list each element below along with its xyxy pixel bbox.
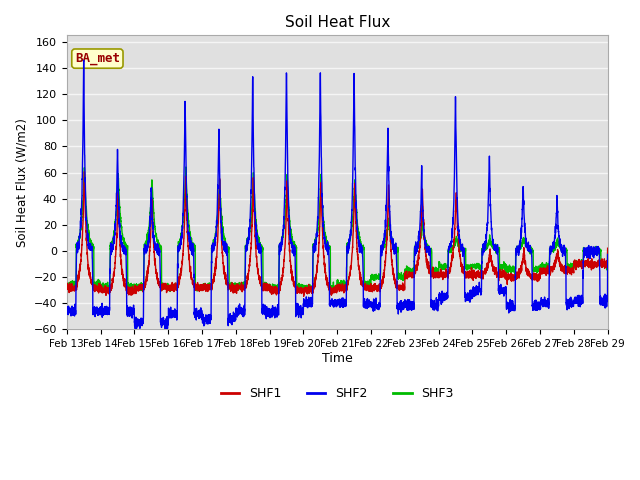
SHF2 [63, 305, 70, 311]
X-axis label: Time: Time [322, 352, 353, 365]
SHF1 [387, 233, 394, 239]
SHF3 [175, 244, 183, 250]
SHF2 [486, 165, 493, 170]
SHF2 [526, 249, 534, 255]
SHF2 [358, 249, 365, 255]
SHF2 [604, 252, 611, 257]
SHF2 [175, 244, 183, 250]
SHF2 [80, 57, 88, 63]
SHF3 [486, 232, 493, 238]
SHF3 [526, 249, 534, 254]
SHF1 [486, 252, 493, 258]
SHF1 [513, 272, 520, 278]
Line: SHF3: SHF3 [67, 167, 607, 293]
Line: SHF1: SHF1 [67, 172, 607, 296]
SHF1 [63, 281, 70, 287]
SHF3 [305, 290, 313, 296]
SHF2 [387, 223, 394, 229]
SHF3 [513, 248, 520, 253]
SHF1 [300, 293, 308, 299]
Title: Soil Heat Flux: Soil Heat Flux [285, 15, 390, 30]
Y-axis label: Soil Heat Flux (W/m2): Soil Heat Flux (W/m2) [15, 118, 28, 247]
SHF2 [513, 248, 520, 253]
SHF1 [175, 278, 183, 284]
SHF3 [604, 248, 611, 253]
SHF1 [526, 273, 534, 279]
Text: BA_met: BA_met [75, 52, 120, 65]
SHF3 [63, 283, 70, 288]
SHF1 [81, 169, 88, 175]
SHF3 [358, 241, 365, 247]
SHF1 [358, 277, 365, 283]
SHF3 [387, 233, 394, 239]
Legend: SHF1, SHF2, SHF3: SHF1, SHF2, SHF3 [216, 383, 459, 406]
SHF3 [182, 164, 189, 170]
Line: SHF2: SHF2 [67, 60, 607, 329]
SHF2 [163, 326, 170, 332]
SHF1 [604, 245, 611, 251]
